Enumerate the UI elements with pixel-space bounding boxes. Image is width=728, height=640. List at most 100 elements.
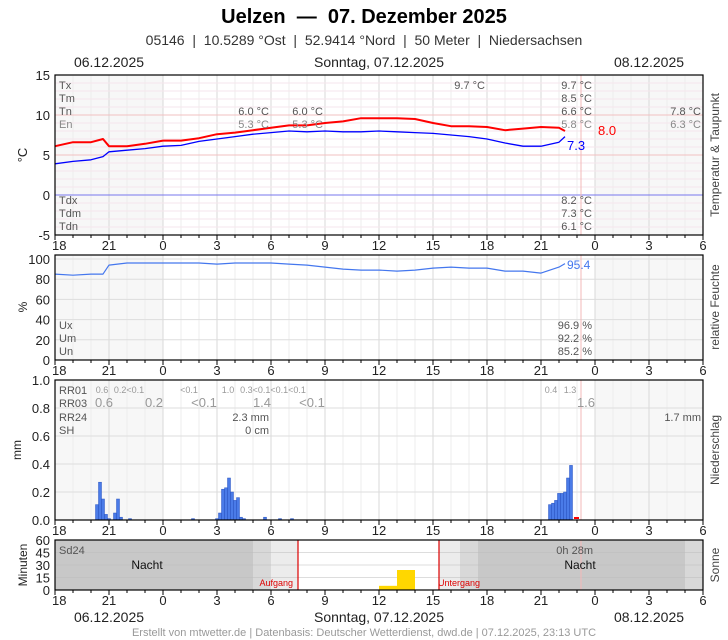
precip-bar (566, 477, 570, 521)
next-en: 6.3 °C (670, 119, 701, 131)
sunrise-label: Aufgang (259, 578, 293, 588)
precip-ytick-label: 0.0 (32, 513, 50, 528)
temperature-line (54, 117, 566, 148)
day-tn: 6.6 °C (561, 106, 592, 118)
hum-title: relative Feuchte (708, 264, 722, 350)
sun-xtick-label: 0 (159, 593, 166, 608)
day-en: 5.8 °C (561, 119, 592, 131)
precip-bar (569, 465, 573, 521)
dewpoint-line (54, 130, 566, 165)
rr03-value: <0.1 (191, 395, 217, 410)
sunshine-day-total: 0h 28m (556, 545, 593, 557)
precip-bar (104, 514, 108, 521)
rr01-value: 0.3<0.1<0.1<0.1 (240, 385, 306, 395)
sun-xtick-label: 9 (321, 593, 328, 608)
sun-xtick-label: 15 (426, 593, 440, 608)
temp-ytick-label: 10 (36, 108, 50, 123)
dew-last-label: 7.3 (567, 138, 585, 153)
sun-labels: Sd24 Nacht Nacht Aufgang Untergang 0h 28… (59, 545, 596, 588)
precip-frame (54, 379, 704, 521)
precip-ytick-label: 1.0 (32, 373, 50, 388)
sun-xtick-label: 12 (372, 593, 386, 608)
hum-frame (54, 254, 704, 361)
precip-bar (95, 504, 99, 521)
temp-xtick-label: 3 (213, 238, 220, 253)
stat-label-tn: Tn (59, 106, 72, 118)
stat-label-tdm: Tdm (59, 208, 81, 220)
hum-xtick-label: 18 (480, 363, 494, 378)
stat-label-ux: Ux (59, 320, 73, 332)
ux-value: 96.9 % (558, 320, 592, 332)
stat-label-tx: Tx (59, 80, 72, 92)
sun-ytick-label: 60 (36, 533, 50, 548)
date-right-bottom: 08.12.2025 (614, 609, 684, 625)
temp-xtick-label: 6 (267, 238, 274, 253)
date-left-top: 06.12.2025 (74, 54, 144, 70)
sun-xtick-label: 6 (699, 593, 706, 608)
precip-xtick-label: 6 (267, 523, 274, 538)
temp-title: Temperatur & Taupunkt (708, 92, 722, 217)
rr01-value: 0.4 (545, 385, 558, 395)
hum-xtick-label: 15 (426, 363, 440, 378)
hum-xtick-label: 6 (699, 363, 706, 378)
hum-xtick-label: 6 (267, 363, 274, 378)
temp-ytick-label: 15 (36, 68, 50, 83)
day-tdn: 6.1 °C (561, 221, 592, 233)
precip-ytick-label: 0.2 (32, 485, 50, 500)
temp-ytick-label: 5 (43, 148, 50, 163)
precip-bar (560, 493, 564, 521)
en-mid-2: 5.3 °C (292, 119, 323, 131)
precip-bar (101, 498, 105, 521)
temp-xtick-label: 18 (52, 238, 66, 253)
hum-xtick-label: 3 (213, 363, 220, 378)
precip-xtick-label: 18 (480, 523, 494, 538)
hum-ytick-label: 20 (36, 333, 50, 348)
temp-xtick-label: 0 (591, 238, 598, 253)
sh-value: 0 cm (245, 425, 269, 437)
precip-bar (218, 512, 222, 521)
precip-xtick-label: 18 (52, 523, 66, 538)
precip-bar (227, 477, 231, 521)
hum-ytick-label: 80 (36, 272, 50, 287)
precip-bar (236, 497, 240, 521)
day-tdm: 7.3 °C (561, 208, 592, 220)
rr01-value: 1.0 (222, 385, 235, 395)
stat-label-un: Un (59, 346, 73, 358)
day-tx: 9.7 °C (561, 80, 592, 92)
footer-credit: Erstellt von mtwetter.de | Datenbasis: D… (132, 627, 596, 639)
hum-last-label: 95.4 (567, 258, 591, 272)
precip-xtick-label: 3 (645, 523, 652, 538)
rr24-value: 2.3 mm (232, 412, 269, 424)
stat-label-tm: Tm (59, 93, 75, 105)
date-center-bottom: Sonntag, 07.12.2025 (314, 609, 444, 625)
sun-xtick-label: 0 (591, 593, 598, 608)
sun-ytick-label: 15 (36, 571, 50, 586)
precip-bar (551, 502, 555, 521)
precip-bar (113, 512, 117, 521)
precip-xtick-label: 6 (699, 523, 706, 538)
sun-xtick-label: 18 (52, 593, 66, 608)
rr03-value: 0.6 (95, 395, 113, 410)
precip-bar (554, 500, 558, 521)
precip-ylabel: mm (10, 440, 24, 460)
day-tm: 8.5 °C (561, 93, 592, 105)
temp-xtick-label: 6 (699, 238, 706, 253)
rr03-value: 1.6 (577, 395, 595, 410)
hum-ytick-label: 100 (28, 252, 50, 267)
precip-xtick-label: 21 (534, 523, 548, 538)
stat-label-um: Um (59, 333, 76, 345)
un-value: 85.2 % (558, 346, 592, 358)
stat-label-sh: SH (59, 425, 74, 437)
temp-xtick-label: 21 (102, 238, 116, 253)
temp-xtick-label: 15 (426, 238, 440, 253)
um-value: 92.2 % (558, 333, 592, 345)
precip-xtick-label: 0 (159, 523, 166, 538)
date-left-bottom: 06.12.2025 (74, 609, 144, 625)
precip-xtick-label: 0 (591, 523, 598, 538)
temp-last-label: 8.0 (598, 123, 616, 138)
rr24-next-value: 1.7 mm (664, 412, 701, 424)
precip-bar (557, 493, 561, 521)
hum-ytick-label: 0 (43, 353, 50, 368)
hum-xtick-label: 18 (52, 363, 66, 378)
precip-bar (233, 500, 237, 521)
